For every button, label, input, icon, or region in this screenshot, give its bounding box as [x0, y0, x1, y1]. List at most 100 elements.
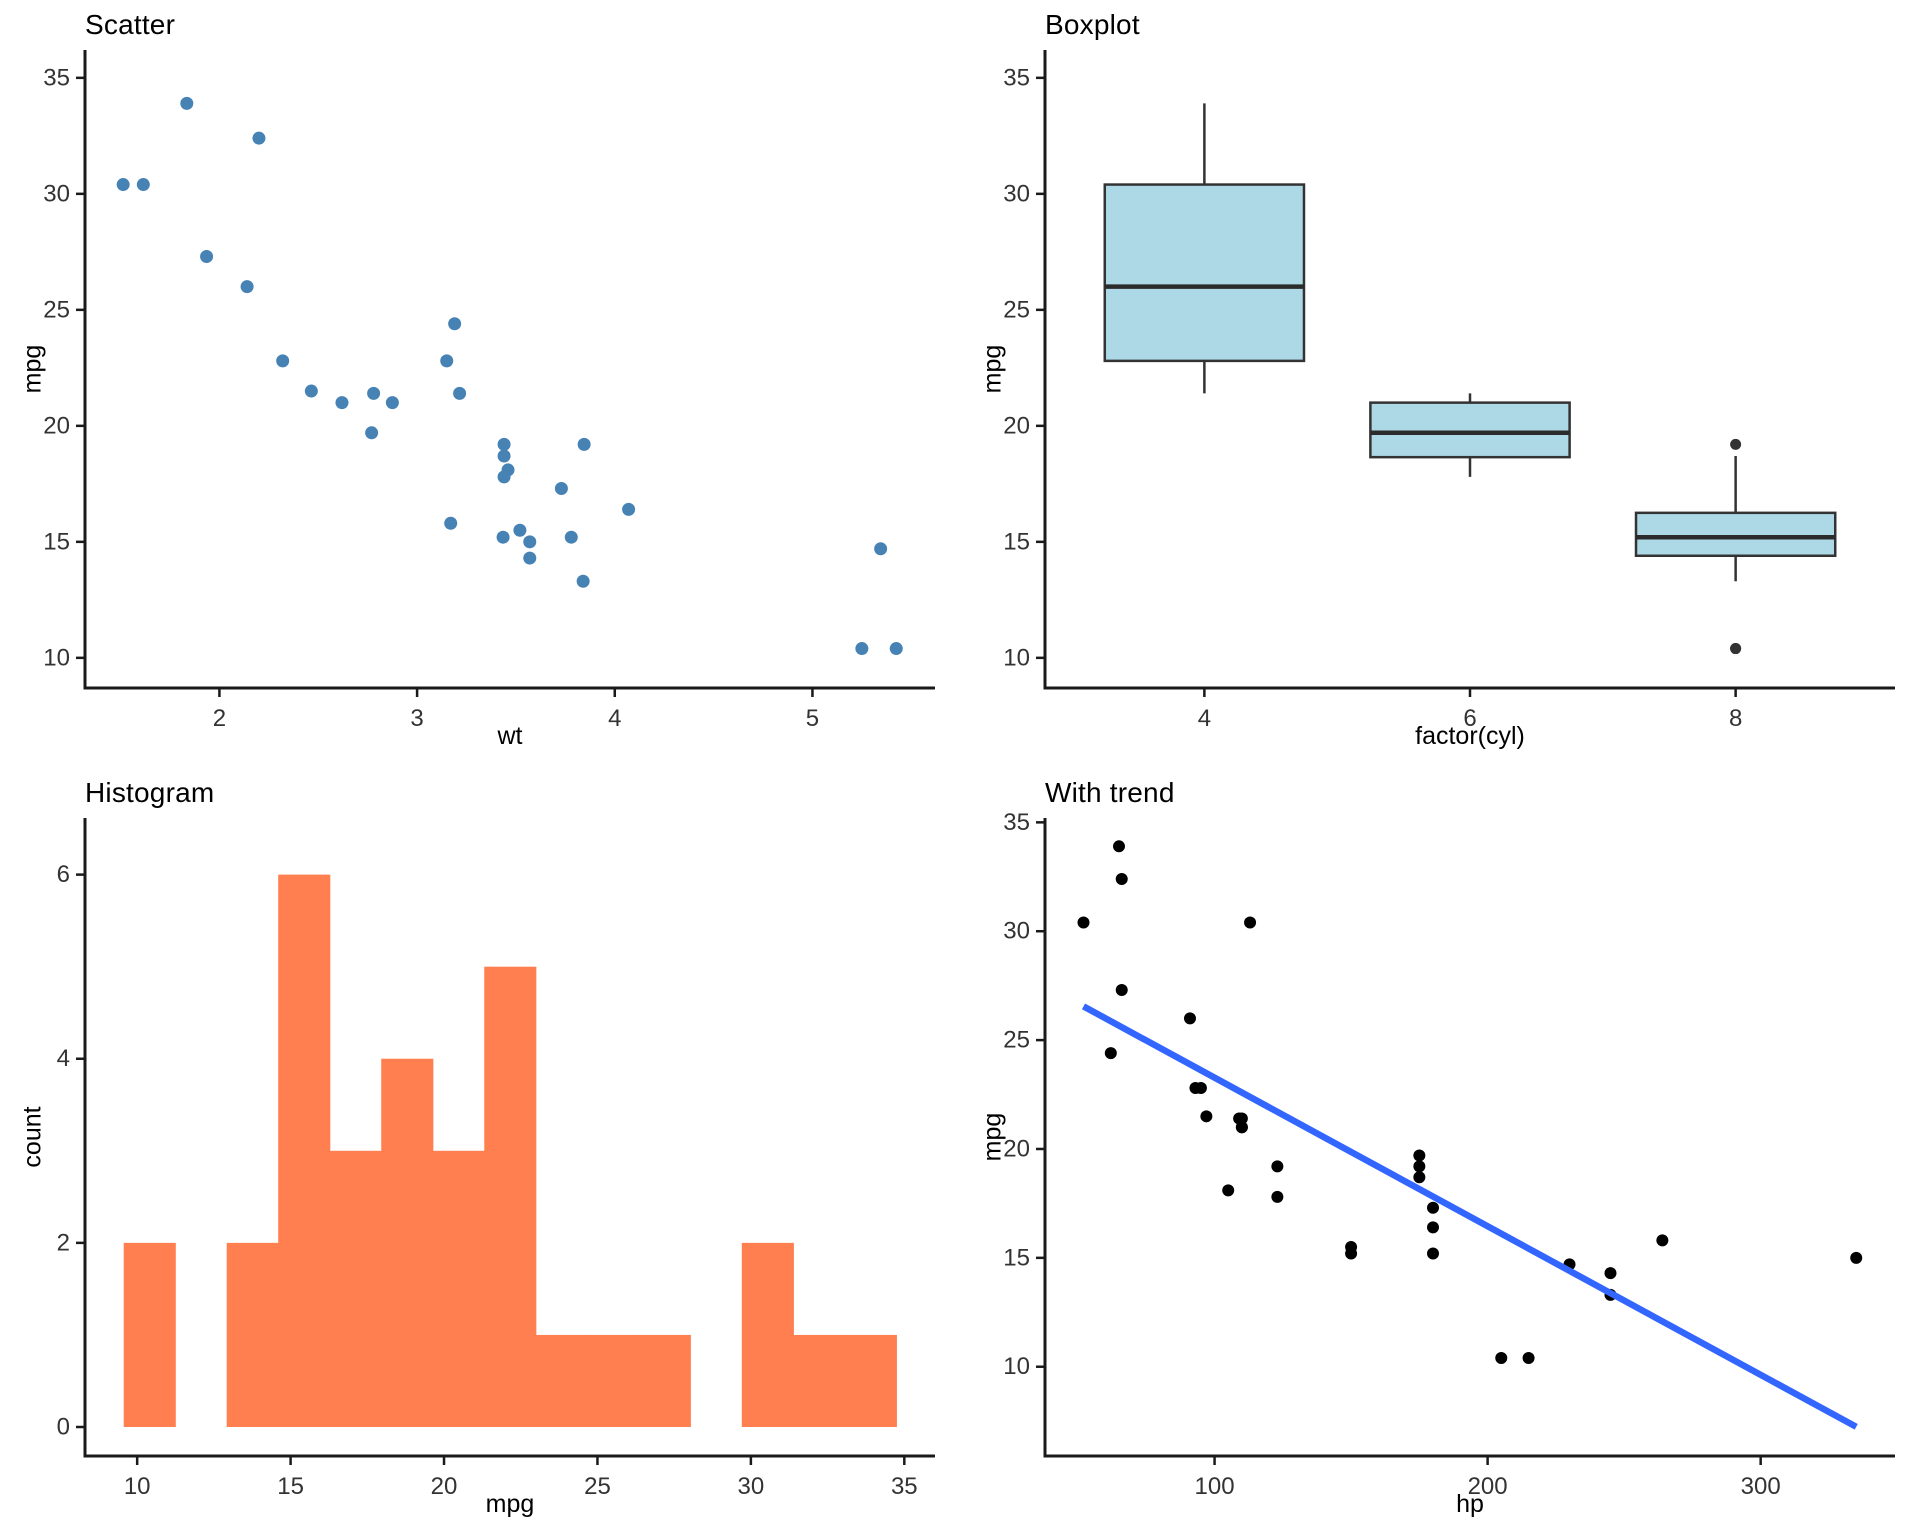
data-point [1495, 1352, 1508, 1365]
data-point [497, 470, 511, 484]
scatter-chart: 2 3 4 5 10 15 20 25 30 35 [43, 50, 935, 732]
data-point [1656, 1234, 1669, 1247]
data-point [1233, 1112, 1246, 1125]
data-point [1183, 1012, 1196, 1025]
histogram-bar [123, 1242, 176, 1427]
box [1103, 183, 1306, 363]
histogram-bar [587, 1334, 640, 1427]
x-axis-title: hp [1456, 1490, 1484, 1518]
data-point [1271, 1190, 1284, 1203]
histogram-bar [381, 1058, 434, 1427]
x-tick-label: 10 [124, 1473, 151, 1500]
data-point [523, 535, 537, 549]
data-point [440, 354, 454, 368]
y-tick-label: 4 [57, 1045, 70, 1072]
y-tick-label: 20 [1003, 1135, 1030, 1162]
data-point [497, 437, 511, 451]
data-point [497, 449, 511, 463]
data-point [367, 386, 381, 400]
data-point [855, 642, 869, 656]
y-tick-label: 30 [1003, 180, 1030, 207]
data-point [1115, 984, 1128, 997]
y-tick-label: 6 [57, 861, 70, 888]
box [1369, 401, 1571, 459]
data-point [1104, 1047, 1117, 1060]
data-point [240, 280, 254, 294]
data-point [444, 516, 458, 530]
data-point [1244, 916, 1257, 929]
data-point [1413, 1149, 1426, 1162]
data-point [304, 384, 318, 398]
x-tick-label: 8 [1729, 705, 1742, 732]
y-tick-label: 15 [1003, 528, 1030, 555]
histogram-chart: 10 15 20 25 30 35 0 2 4 6 [57, 818, 935, 1500]
x-tick-label: 2 [213, 705, 226, 732]
x-tick-label: 300 [1741, 1473, 1781, 1500]
panel-title: Boxplot [1045, 9, 1140, 40]
data-point [1413, 1171, 1426, 1184]
histogram-bar [793, 1334, 846, 1427]
data-point [252, 131, 266, 145]
outlier-point [1730, 643, 1742, 655]
data-point [180, 96, 194, 110]
panel-title: Histogram [85, 777, 215, 808]
data-point [453, 386, 467, 400]
x-tick-label: 3 [410, 705, 423, 732]
data-point [1112, 840, 1125, 853]
x-axis-title: factor(cyl) [1415, 722, 1525, 750]
x-tick-label: 20 [431, 1473, 458, 1500]
data-point [1427, 1221, 1440, 1234]
histogram-bar [741, 1242, 794, 1427]
data-point [448, 317, 462, 331]
data-point [1115, 872, 1128, 885]
boxplot-chart: 4 6 8 10 15 20 25 30 35 [1003, 50, 1895, 732]
panel-title: Scatter [85, 9, 176, 40]
data-point [564, 530, 578, 544]
histogram-bar [432, 1150, 485, 1427]
x-tick-label: 4 [1198, 705, 1211, 732]
y-tick-label: 10 [1003, 644, 1030, 671]
data-point [1200, 1110, 1213, 1123]
histogram-bar [535, 1334, 588, 1427]
y-tick-label: 0 [57, 1414, 70, 1441]
data-point [622, 502, 636, 516]
panel-histogram: Histogram count 10 15 20 25 30 35 0 2 4 6 mpg [0, 768, 960, 1536]
x-tick-label: 5 [806, 705, 819, 732]
y-tick-label: 35 [1003, 809, 1030, 836]
data-point [276, 354, 290, 368]
histogram-bar [638, 1334, 691, 1427]
data-point [200, 249, 214, 263]
data-point [513, 523, 527, 537]
trend-chart: 100 200 300 10 15 20 25 30 35 [1003, 809, 1895, 1500]
data-point [554, 481, 568, 495]
data-point [1194, 1082, 1207, 1095]
y-tick-label: 15 [1003, 1244, 1030, 1271]
x-axis-title: mpg [485, 1490, 535, 1518]
data-point [889, 642, 903, 656]
x-axis-title: wt [497, 722, 523, 750]
data-point [1345, 1247, 1358, 1260]
data-point [576, 574, 590, 588]
histogram-bar [329, 1150, 382, 1427]
x-tick-label: 15 [277, 1473, 304, 1500]
x-tick-label: 6 [1463, 705, 1476, 732]
y-tick-label: 20 [1003, 412, 1030, 439]
data-point [385, 396, 399, 410]
panel-title: With trend [1045, 777, 1175, 808]
trend-line [1081, 1003, 1858, 1430]
outlier-point [1730, 438, 1742, 450]
x-tick-label: 200 [1468, 1473, 1508, 1500]
histogram-bar [278, 874, 331, 1427]
histogram-bar [844, 1334, 897, 1427]
y-tick-label: 15 [43, 528, 70, 555]
data-point [1222, 1184, 1235, 1197]
data-point [136, 178, 150, 192]
data-point [1077, 916, 1090, 929]
x-tick-label: 35 [891, 1473, 918, 1500]
box [1634, 511, 1837, 558]
y-tick-label: 10 [43, 644, 70, 671]
y-tick-label: 25 [1003, 296, 1030, 323]
data-point [1850, 1251, 1863, 1264]
y-tick-label: 10 [1003, 1353, 1030, 1380]
